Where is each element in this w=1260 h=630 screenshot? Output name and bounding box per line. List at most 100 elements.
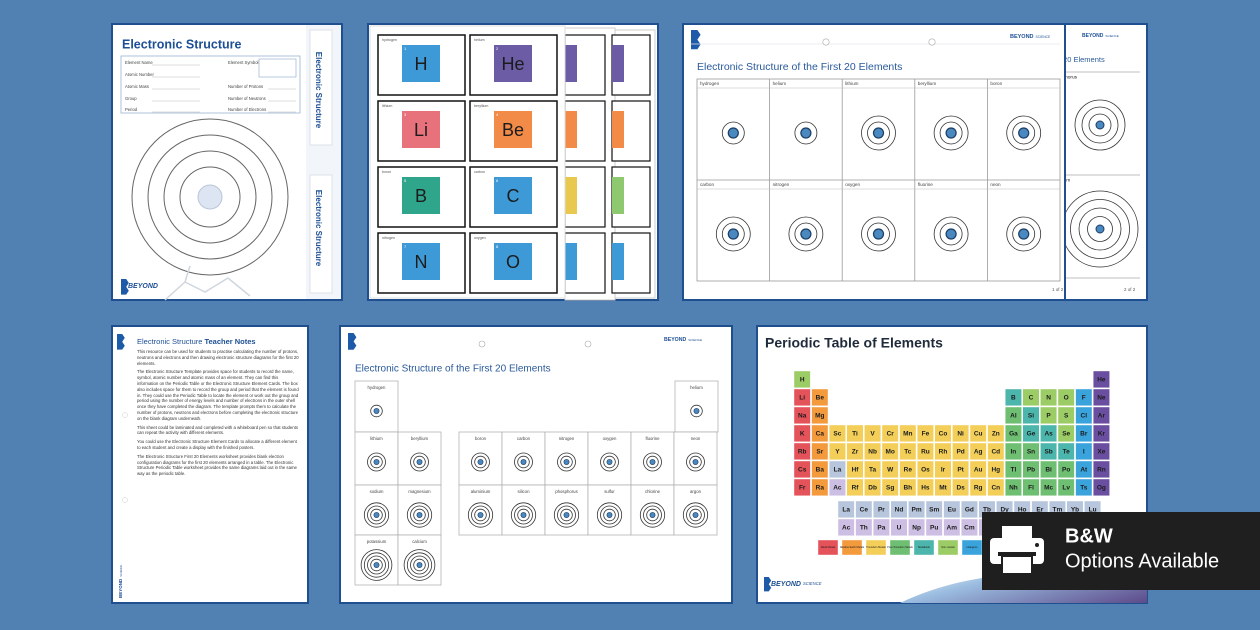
electron-shell	[1087, 216, 1113, 242]
atom-diagram	[794, 121, 818, 145]
element-cell	[1022, 442, 1040, 460]
element-cell	[890, 500, 908, 518]
element-cell	[1005, 478, 1022, 496]
element-symbol: Cn	[991, 485, 1000, 492]
legend-swatch	[841, 539, 863, 556]
element-cell	[961, 518, 978, 536]
element-symbol: Ti	[852, 431, 858, 438]
card-number: 3	[404, 112, 407, 117]
legend-swatch	[937, 539, 959, 556]
card-number: 4	[496, 112, 499, 117]
atom-diagram	[467, 502, 494, 528]
atom-diagram	[596, 502, 623, 528]
table-cell	[544, 484, 589, 536]
atom-diagram	[363, 502, 390, 528]
element-cell	[1040, 460, 1058, 478]
element-symbol: Ac	[842, 525, 851, 532]
nucleus	[416, 512, 423, 518]
element-cell	[1057, 460, 1075, 478]
atom-diagram	[788, 216, 824, 252]
element-cell	[811, 442, 829, 460]
element-cell	[969, 424, 987, 442]
legend-label: Alkaline Earth Metals	[840, 545, 865, 549]
element-symbol: Mo	[886, 449, 895, 456]
nucleus	[563, 512, 570, 518]
nucleus	[1018, 228, 1030, 240]
electron-shell	[514, 505, 533, 525]
page-frame	[682, 23, 1066, 301]
field-label: Atomic Number	[125, 72, 154, 77]
element-cell	[846, 478, 864, 496]
element-cell	[1075, 478, 1093, 496]
element-symbol: Rf	[852, 485, 860, 492]
side-card	[309, 174, 333, 294]
electron-shell	[603, 455, 616, 469]
atom-diagram	[1074, 99, 1126, 151]
nucleus	[606, 512, 613, 518]
electron-shell	[600, 452, 619, 472]
legend-label: Metalloids	[918, 545, 930, 549]
element-cell	[899, 460, 917, 478]
nucleus	[945, 228, 957, 240]
nucleus	[520, 512, 527, 518]
electron-shell	[643, 505, 662, 525]
electron-shell	[410, 555, 429, 575]
atom-diagram	[1061, 190, 1139, 268]
brand-logo: BEYONDSCIENCE	[118, 565, 123, 598]
cell-label: lithium	[370, 436, 383, 441]
logo-icon	[117, 334, 125, 350]
card-name: carbon	[474, 170, 485, 174]
electron-shell	[1012, 222, 1036, 246]
element-cell	[952, 460, 970, 478]
nucleus	[373, 562, 380, 568]
card-square	[402, 111, 440, 148]
element-symbol: Cd	[991, 449, 1000, 456]
legend-label: Halogens	[967, 545, 979, 549]
cell-label: silicon	[518, 489, 531, 494]
nucleus	[477, 459, 484, 465]
element-symbol: Na	[798, 413, 807, 420]
cell-label: beryllium	[411, 436, 429, 441]
element-cell	[908, 518, 926, 536]
printer-output	[1001, 555, 1033, 575]
element-symbol: K	[800, 431, 805, 438]
element-symbol: Tl	[1011, 467, 1017, 474]
atom-diagram	[370, 404, 383, 418]
element-symbol: Be	[816, 395, 825, 402]
table-title: Periodic Table of Elements	[765, 335, 943, 351]
element-symbol: Cm	[964, 525, 975, 532]
element-cell	[864, 424, 882, 442]
electron-shell	[467, 502, 494, 528]
card-number: 1	[404, 46, 407, 51]
brand-sub: SCIENCE	[1105, 34, 1118, 38]
electron-shell	[1006, 115, 1042, 151]
nucleus	[800, 228, 812, 240]
element-cell	[969, 478, 987, 496]
element-symbol: Sm	[929, 507, 939, 514]
element-symbol: Lu	[1089, 507, 1097, 514]
element-cell	[934, 424, 952, 442]
atom-diagram	[406, 502, 433, 528]
card-name: oxygen	[474, 236, 486, 240]
notes-paragraph: This resource can be used for students t…	[137, 349, 299, 366]
card-name: boron	[382, 170, 391, 174]
element-cell	[1005, 388, 1022, 406]
element-symbol: Xe	[1097, 449, 1105, 456]
cell-label: potassium	[367, 539, 387, 544]
element-symbol: Kr	[1098, 431, 1106, 438]
electron-shell	[643, 452, 662, 472]
electron-shell	[861, 115, 896, 151]
element-cell	[1092, 406, 1110, 424]
electron-shell	[646, 455, 659, 469]
electron-shell	[514, 452, 533, 472]
element-symbol: Se	[1062, 431, 1070, 438]
element-cell	[987, 424, 1005, 442]
element-symbol: Ho	[1018, 507, 1027, 514]
element-symbol: I	[1083, 449, 1085, 456]
element-cell	[987, 460, 1005, 478]
notes-body: This resource can be used for students t…	[137, 349, 299, 476]
legend-label: Transition Metals	[866, 545, 886, 549]
cell-label: chlorine	[645, 489, 661, 494]
electron-shell	[861, 216, 896, 252]
element-symbol: H	[800, 377, 805, 384]
